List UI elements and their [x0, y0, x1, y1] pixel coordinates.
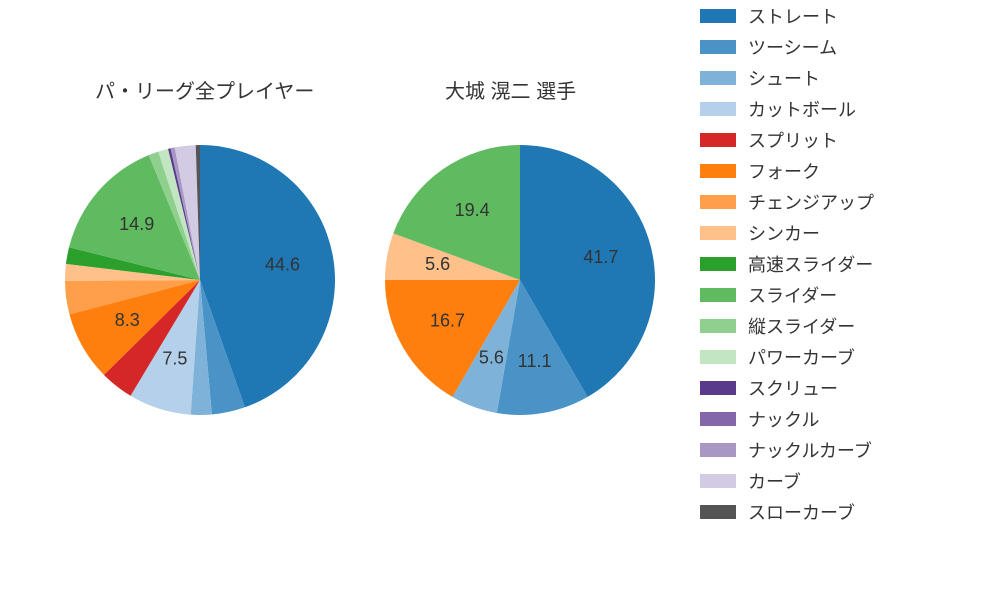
legend-label-knuckle: ナックル	[748, 406, 819, 432]
legend: ストレートツーシームシュートカットボールスプリットフォークチェンジアップシンカー…	[700, 0, 990, 527]
legend-label-fork: フォーク	[748, 158, 820, 184]
legend-swatch-knucklecurve	[700, 443, 736, 457]
legend-item-powercurve: パワーカーブ	[700, 341, 990, 372]
legend-swatch-screw	[700, 381, 736, 395]
legend-item-shoot: シュート	[700, 62, 990, 93]
legend-swatch-slowcurve	[700, 505, 736, 519]
legend-label-slider: スライダー	[748, 282, 837, 308]
legend-item-screw: スクリュー	[700, 372, 990, 403]
legend-label-cutball: カットボール	[748, 96, 856, 122]
legend-item-cutball: カットボール	[700, 93, 990, 124]
legend-label-curve: カーブ	[748, 468, 801, 494]
legend-label-changeup: チェンジアップ	[748, 189, 874, 215]
legend-item-slider: スライダー	[700, 279, 990, 310]
legend-label-split: スプリット	[748, 127, 838, 153]
legend-item-knucklecurve: ナックルカーブ	[700, 434, 990, 465]
chart-stage: パ・リーグ全プレイヤー 大城 滉二 選手 44.67.58.314.9 41.7…	[0, 0, 1000, 600]
legend-item-twoseam: ツーシーム	[700, 31, 990, 62]
legend-label-sinker: シンカー	[748, 220, 820, 246]
legend-label-screw: スクリュー	[748, 375, 838, 401]
legend-label-knucklecurve: ナックルカーブ	[748, 437, 872, 463]
legend-swatch-shoot	[700, 71, 736, 85]
legend-label-fastslider: 高速スライダー	[748, 251, 873, 277]
legend-item-slowcurve: スローカーブ	[700, 496, 990, 527]
legend-item-sinker: シンカー	[700, 217, 990, 248]
legend-item-fastslider: 高速スライダー	[700, 248, 990, 279]
legend-item-knuckle: ナックル	[700, 403, 990, 434]
legend-swatch-changeup	[700, 195, 736, 209]
legend-item-straight: ストレート	[700, 0, 990, 31]
legend-label-slowcurve: スローカーブ	[748, 499, 855, 525]
legend-swatch-split	[700, 133, 736, 147]
legend-swatch-fastslider	[700, 257, 736, 271]
legend-label-vslider: 縦スライダー	[748, 313, 855, 339]
legend-swatch-sinker	[700, 226, 736, 240]
legend-swatch-vslider	[700, 319, 736, 333]
legend-swatch-fork	[700, 164, 736, 178]
legend-label-powercurve: パワーカーブ	[748, 344, 855, 370]
legend-swatch-slider	[700, 288, 736, 302]
legend-item-vslider: 縦スライダー	[700, 310, 990, 341]
legend-item-split: スプリット	[700, 124, 990, 155]
legend-swatch-cutball	[700, 102, 736, 116]
legend-label-straight: ストレート	[748, 3, 838, 29]
legend-swatch-curve	[700, 474, 736, 488]
legend-item-curve: カーブ	[700, 465, 990, 496]
legend-item-changeup: チェンジアップ	[700, 186, 990, 217]
legend-swatch-powercurve	[700, 350, 736, 364]
legend-label-shoot: シュート	[748, 65, 820, 91]
legend-item-fork: フォーク	[700, 155, 990, 186]
legend-label-twoseam: ツーシーム	[748, 34, 837, 60]
legend-swatch-straight	[700, 9, 736, 23]
legend-swatch-knuckle	[700, 412, 736, 426]
legend-swatch-twoseam	[700, 40, 736, 54]
